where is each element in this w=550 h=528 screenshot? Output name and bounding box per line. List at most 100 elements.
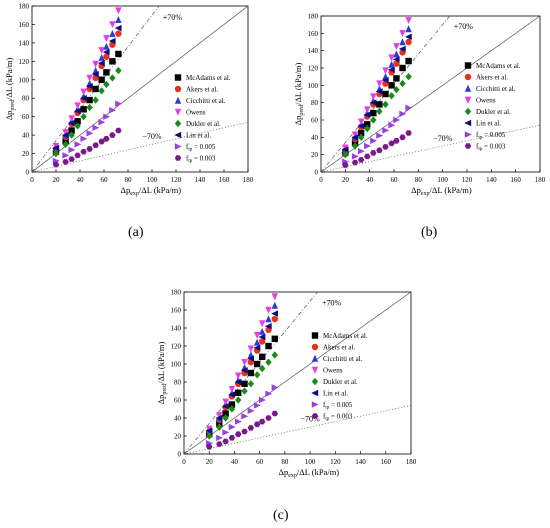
data-point xyxy=(98,87,105,95)
y-tick-label: 180 xyxy=(308,13,319,21)
data-point xyxy=(258,353,266,360)
data-point xyxy=(103,80,110,89)
y-tick-label: 80 xyxy=(22,95,30,103)
minus-70-annotation: −70% xyxy=(301,415,321,424)
legend-label: ftp = 0.005 xyxy=(323,401,353,411)
data-point xyxy=(271,310,278,317)
data-point xyxy=(80,148,87,155)
series-3 xyxy=(52,7,122,150)
y-tick-label: 120 xyxy=(171,343,182,351)
data-point xyxy=(62,159,69,165)
x-tick-label: 60 xyxy=(391,176,399,184)
legend-marker xyxy=(311,389,319,397)
y-tick-label: 180 xyxy=(19,3,30,11)
data-point xyxy=(388,60,395,68)
series-6 xyxy=(206,384,279,447)
data-point xyxy=(240,367,248,374)
data-point xyxy=(247,369,255,377)
x-tick-label: 160 xyxy=(219,176,230,184)
data-point xyxy=(393,50,400,58)
x-tick-label: 120 xyxy=(330,458,341,466)
data-point xyxy=(92,124,100,131)
legend-marker xyxy=(464,143,472,149)
data-point xyxy=(405,72,412,81)
data-point xyxy=(61,131,69,139)
data-point xyxy=(115,66,122,75)
reference-lines xyxy=(321,16,540,172)
legend-label: ftp = 0.005 xyxy=(186,143,216,153)
data-point xyxy=(370,93,377,101)
data-point xyxy=(103,113,111,120)
legend-marker xyxy=(174,96,182,104)
data-point xyxy=(98,138,105,145)
y-tick-label: 100 xyxy=(171,361,182,369)
data-point xyxy=(376,80,383,88)
data-point xyxy=(381,76,389,84)
data-point xyxy=(265,358,272,366)
data-point xyxy=(85,83,93,90)
x-tick-label: 0 xyxy=(30,176,34,184)
legend-marker xyxy=(464,62,472,69)
legend-marker xyxy=(311,332,319,339)
data-point xyxy=(351,134,359,141)
legend-marker xyxy=(311,366,319,374)
data-point xyxy=(364,106,371,114)
parity-line xyxy=(184,292,411,454)
data-point xyxy=(74,152,81,159)
x-tick-label: 120 xyxy=(462,176,473,184)
data-point xyxy=(114,24,122,32)
legend-label: Akers et al. xyxy=(186,86,218,94)
data-point xyxy=(253,344,261,351)
data-point xyxy=(265,306,272,314)
data-point xyxy=(103,53,110,60)
data-point xyxy=(271,301,278,309)
data-point xyxy=(376,147,383,154)
plot-frame xyxy=(31,5,249,173)
series-7 xyxy=(52,127,122,168)
data-point xyxy=(253,371,261,379)
data-point xyxy=(206,444,213,450)
y-tick-label: 0 xyxy=(26,169,30,177)
data-point xyxy=(393,75,400,82)
x-tick-label: 80 xyxy=(281,458,289,466)
data-point xyxy=(228,391,236,398)
legend-marker xyxy=(311,343,319,351)
data-point xyxy=(206,432,213,440)
data-point xyxy=(98,119,106,126)
x-tick-label: 100 xyxy=(437,176,448,184)
data-point xyxy=(234,378,242,386)
data-point xyxy=(98,53,105,61)
legend-marker xyxy=(311,413,319,419)
data-point xyxy=(216,423,223,431)
data-point xyxy=(86,130,94,137)
data-point xyxy=(399,110,407,118)
legend-marker xyxy=(464,96,472,104)
data-point xyxy=(205,427,213,434)
data-point xyxy=(92,96,99,104)
x-tick-label: 180 xyxy=(535,176,546,184)
series-6 xyxy=(342,104,413,165)
data-point xyxy=(235,396,242,404)
data-point xyxy=(228,423,236,431)
data-point xyxy=(387,66,395,73)
data-point xyxy=(222,414,229,422)
data-point xyxy=(68,146,76,154)
data-point xyxy=(92,60,99,68)
data-point xyxy=(363,111,371,118)
data-point xyxy=(228,401,236,408)
data-point xyxy=(108,37,116,45)
y-tick-label: 120 xyxy=(19,58,30,66)
minus-70-line xyxy=(321,124,540,172)
data-point xyxy=(271,293,278,301)
data-point xyxy=(388,140,395,147)
data-point xyxy=(115,30,122,37)
legend: McAdams et al. Akers et al. Cicchitti et a… xyxy=(464,62,521,152)
legend-marker xyxy=(174,131,182,139)
data-point xyxy=(253,421,261,428)
data-point xyxy=(271,410,278,417)
y-tick-label: 120 xyxy=(308,65,319,73)
legend: McAdams et al. Akers et al. Cicchitti et a… xyxy=(311,332,368,422)
y-tick-label: 20 xyxy=(22,150,30,158)
legend-marker xyxy=(174,143,182,150)
legend: McAdams et al. Akers et al. Cicchitti et a… xyxy=(174,74,231,164)
